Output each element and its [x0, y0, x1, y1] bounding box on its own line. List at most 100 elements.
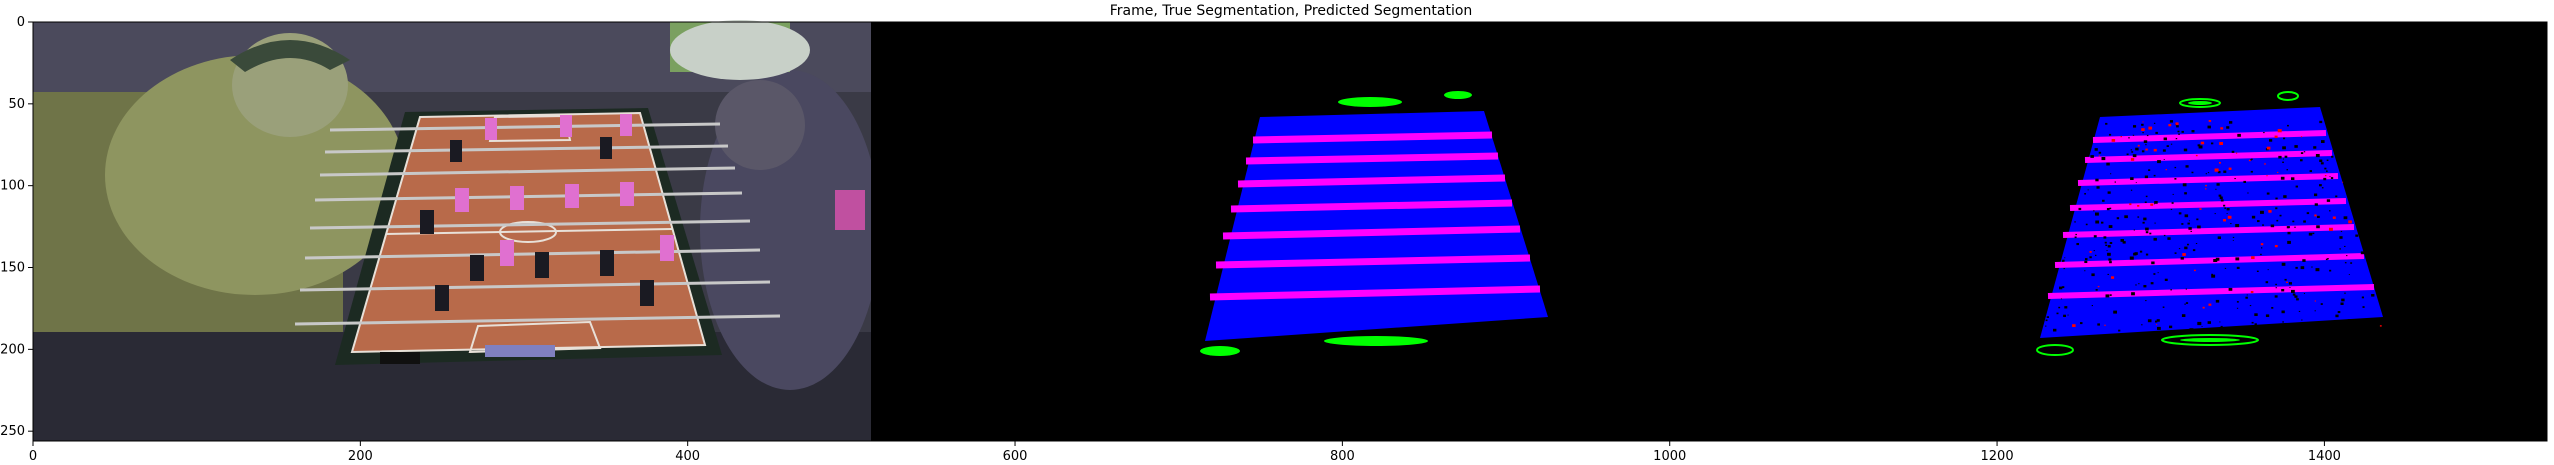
prediction-noise-pixel	[2063, 314, 2066, 317]
prediction-noise-pixel	[2266, 326, 2270, 330]
prediction-noise-pixel	[2348, 323, 2351, 325]
prediction-noise-pixel	[2274, 135, 2278, 138]
prediction-noise-pixel	[2169, 120, 2173, 123]
prediction-noise-pixel	[2162, 149, 2166, 152]
prediction-noise-pixel	[2045, 325, 2047, 327]
prediction-noise-pixel	[2063, 268, 2065, 270]
prediction-noise-pixel	[2292, 220, 2295, 223]
prediction-noise-pixel	[2315, 268, 2320, 272]
prediction-noise-pixel	[2309, 170, 2312, 172]
prediction-noise-pixel	[2282, 321, 2284, 323]
prediction-noise-pixel	[2178, 248, 2181, 250]
prediction-noise-pixel	[2171, 202, 2174, 204]
prediction-noise-pixel	[2060, 298, 2062, 300]
prediction-noise-pixel	[2095, 254, 2097, 256]
prediction-noise-pixel	[2142, 132, 2144, 134]
prediction-noise-pixel	[2084, 260, 2088, 263]
prediction-noise-pixel	[2120, 239, 2124, 242]
prediction-noise-pixel	[2246, 294, 2248, 296]
prediction-noise-pixel	[2300, 152, 2304, 154]
prediction-noise-pixel	[2220, 199, 2224, 202]
prediction-noise-pixel	[2122, 241, 2126, 244]
prediction-noise-pixel	[2137, 216, 2140, 218]
prediction-noise-pixel	[2133, 125, 2137, 128]
prediction-noise-pixel	[2175, 138, 2178, 140]
prediction-noise-pixel	[2248, 159, 2251, 162]
prediction-noise-pixel	[2254, 323, 2257, 326]
prediction-noise-pixel	[2155, 320, 2158, 323]
prediction-noise-pixel	[2197, 321, 2202, 326]
prediction-noise-pixel	[2266, 192, 2270, 195]
prediction-noise-pixel	[2292, 293, 2296, 296]
prediction-noise-pixel	[2223, 170, 2227, 173]
prediction-noise-pixel	[2319, 184, 2322, 187]
prediction-noise-pixel	[2184, 246, 2188, 250]
prediction-noise-pixel	[2109, 242, 2113, 244]
prediction-noise-pixel	[2118, 329, 2121, 332]
prediction-noise-pixel	[2326, 199, 2331, 202]
prediction-noise-pixel	[2111, 139, 2116, 142]
prediction-noise-pixel	[2148, 126, 2153, 130]
prediction-noise-pixel	[2184, 214, 2189, 218]
prediction-noise-pixel	[2132, 154, 2137, 158]
prediction-noise-pixel	[2282, 146, 2286, 150]
prediction-noise-pixel	[2108, 258, 2112, 261]
prediction-noise-pixel	[2228, 287, 2233, 291]
prediction-noise-pixel	[2175, 122, 2179, 125]
prediction-noise-pixel	[2150, 282, 2154, 285]
prediction-noise-pixel	[2061, 286, 2065, 289]
prediction-noise-pixel	[2234, 178, 2236, 180]
prediction-noise-pixel	[2124, 215, 2128, 219]
prediction-noise-pixel	[2139, 250, 2143, 253]
prediction-noise-pixel	[2131, 151, 2134, 153]
prediction-noise-pixel	[2320, 162, 2324, 165]
prediction-noise-pixel	[2102, 199, 2105, 202]
prediction-noise-pixel	[2294, 145, 2298, 148]
prediction-noise-pixel	[2145, 300, 2147, 302]
prediction-noise-pixel	[2277, 129, 2282, 133]
prediction-noise-pixel	[2268, 210, 2272, 213]
prediction-noise-pixel	[2308, 232, 2313, 236]
prediction-noise-pixel	[2226, 213, 2228, 214]
prediction-noise-pixel	[2208, 120, 2212, 122]
prediction-noise-pixel	[2211, 142, 2214, 145]
prediction-noise-pixel	[2264, 163, 2266, 165]
prediction-noise-pixel	[2223, 204, 2226, 207]
prediction-noise-pixel	[2228, 167, 2232, 170]
prediction-noise-pixel	[2263, 325, 2266, 328]
prediction-noise-pixel	[2325, 258, 2328, 261]
prediction-noise-pixel	[2283, 195, 2287, 198]
prediction-noise-pixel	[2168, 124, 2172, 127]
prediction-noise-pixel	[2187, 243, 2189, 246]
prediction-noise-pixel	[2145, 195, 2148, 198]
prediction-noise-pixel	[2260, 210, 2264, 214]
prediction-noise-pixel	[2315, 154, 2320, 158]
prediction-noise-pixel	[2214, 168, 2219, 172]
prediction-noise-pixel	[2178, 133, 2180, 135]
prediction-noise-pixel	[2190, 230, 2192, 232]
prediction-noise-pixel	[2364, 328, 2367, 331]
prediction-noise-pixel	[2192, 249, 2196, 252]
prediction-noise-pixel	[2235, 257, 2240, 261]
prediction-noise-pixel	[2316, 225, 2320, 229]
true-table-mask	[1205, 111, 1548, 341]
prediction-noise-pixel	[2074, 221, 2076, 223]
prediction-noise-pixel	[2105, 122, 2108, 125]
x-tick-label: 0	[29, 449, 37, 464]
prediction-noise-pixel	[2205, 173, 2207, 175]
prediction-noise-pixel	[2095, 212, 2099, 216]
prediction-noise-pixel	[2247, 192, 2249, 194]
prediction-noise-pixel	[2232, 240, 2234, 241]
prediction-noise-pixel	[2220, 127, 2224, 130]
chart-title: Frame, True Segmentation, Predicted Segm…	[1110, 3, 1473, 19]
prediction-noise-pixel	[2198, 145, 2203, 149]
prediction-noise-pixel	[2101, 221, 2104, 224]
prediction-noise-pixel	[2371, 294, 2375, 297]
prediction-noise-pixel	[2167, 237, 2171, 240]
prediction-noise-pixel	[2131, 292, 2135, 296]
prediction-noise-pixel	[2314, 300, 2316, 302]
prediction-noise-pixel	[2326, 170, 2328, 172]
prediction-noise-pixel	[2104, 324, 2106, 326]
prediction-noise-pixel	[2098, 151, 2102, 154]
prediction-noise-pixel	[2067, 314, 2069, 316]
